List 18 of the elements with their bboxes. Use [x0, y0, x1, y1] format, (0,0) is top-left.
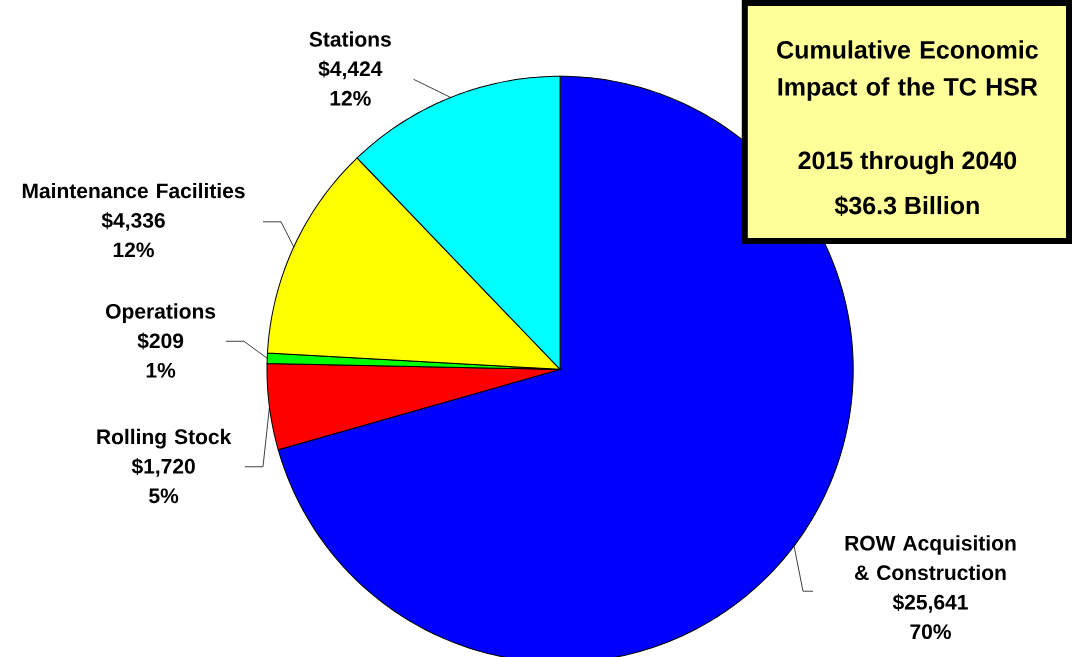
- text: Cumulative Economic Impact of the TC HSR: [777, 40, 1038, 101]
- text: 5%: [149, 488, 179, 503]
- data-label: $209: [137, 332, 184, 350]
- data-label: $25,641: [892, 593, 968, 613]
- data-label: $4,424: [318, 60, 383, 80]
- slice-label: Operations: [106, 303, 216, 323]
- text: 1%: [146, 362, 176, 378]
- slice-label: Maintenance Facilities: [22, 182, 245, 199]
- text: $36.3 Billion: [834, 195, 979, 216]
- data-label: $1,720: [131, 457, 195, 477]
- legend-label: ROW Acquisition & Construction: [845, 534, 1016, 580]
- slice-label: Stations: [309, 31, 391, 47]
- text: 12%: [330, 90, 371, 106]
- text: 2015 through 2040: [798, 150, 1017, 175]
- text: 70%: [910, 624, 951, 639]
- slice-label: Rolling Stock: [97, 428, 232, 449]
- text: 12%: [113, 242, 154, 258]
- data-label: $4,336: [101, 211, 165, 231]
